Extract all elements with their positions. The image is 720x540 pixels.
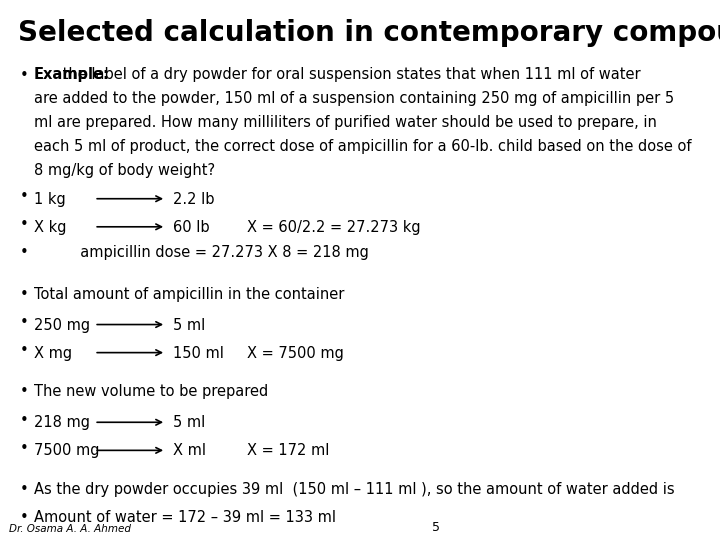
Text: As the dry powder occupies 39 ml  (150 ml – 111 ml ), so the amount of water add: As the dry powder occupies 39 ml (150 ml… bbox=[34, 482, 675, 497]
Text: The new volume to be prepared: The new volume to be prepared bbox=[34, 384, 268, 400]
Text: 8 mg/kg of body weight?: 8 mg/kg of body weight? bbox=[34, 163, 215, 178]
Text: 60 lb: 60 lb bbox=[173, 220, 210, 235]
Text: 5 ml: 5 ml bbox=[173, 415, 205, 430]
Text: Selected calculation in contemporary compounding: Selected calculation in contemporary com… bbox=[18, 19, 720, 47]
Text: X = 172 ml: X = 172 ml bbox=[247, 443, 329, 458]
Text: the label of a dry powder for oral suspension states that when 111 ml of water: the label of a dry powder for oral suspe… bbox=[58, 68, 641, 83]
Text: •: • bbox=[20, 482, 29, 497]
Text: •: • bbox=[20, 441, 29, 456]
Text: •: • bbox=[20, 510, 29, 525]
Text: X ml: X ml bbox=[173, 443, 206, 458]
Text: Total amount of ampicillin in the container: Total amount of ampicillin in the contai… bbox=[34, 287, 344, 302]
Text: each 5 ml of product, the correct dose of ampicillin for a 60-lb. child based on: each 5 ml of product, the correct dose o… bbox=[34, 139, 691, 154]
Text: ampicillin dose = 27.273 X 8 = 218 mg: ampicillin dose = 27.273 X 8 = 218 mg bbox=[34, 245, 369, 260]
Text: X = 7500 mg: X = 7500 mg bbox=[247, 346, 343, 361]
Text: •: • bbox=[20, 343, 29, 358]
Text: •: • bbox=[20, 413, 29, 428]
Text: Example:: Example: bbox=[34, 68, 109, 83]
Text: •: • bbox=[20, 217, 29, 232]
Text: 150 ml: 150 ml bbox=[173, 346, 224, 361]
Text: 218 mg: 218 mg bbox=[34, 415, 90, 430]
Text: 5: 5 bbox=[432, 521, 440, 534]
Text: 250 mg: 250 mg bbox=[34, 318, 90, 333]
Text: 1 kg: 1 kg bbox=[34, 192, 66, 207]
Text: ml are prepared. How many milliliters of purified water should be used to prepar: ml are prepared. How many milliliters of… bbox=[34, 115, 657, 130]
Text: •: • bbox=[20, 245, 29, 260]
Text: 7500 mg: 7500 mg bbox=[34, 443, 99, 458]
Text: X kg: X kg bbox=[34, 220, 66, 235]
Text: are added to the powder, 150 ml of a suspension containing 250 mg of ampicillin : are added to the powder, 150 ml of a sus… bbox=[34, 91, 674, 106]
Text: 5 ml: 5 ml bbox=[173, 318, 205, 333]
Text: •: • bbox=[20, 384, 29, 400]
Text: 2.2 lb: 2.2 lb bbox=[173, 192, 215, 207]
Text: Dr. Osama A. A. Ahmed: Dr. Osama A. A. Ahmed bbox=[9, 523, 131, 534]
Text: Amount of water = 172 – 39 ml = 133 ml: Amount of water = 172 – 39 ml = 133 ml bbox=[34, 510, 336, 525]
Text: •: • bbox=[20, 68, 29, 83]
Text: •: • bbox=[20, 287, 29, 302]
Text: X = 60/2.2 = 27.273 kg: X = 60/2.2 = 27.273 kg bbox=[247, 220, 420, 235]
Text: •: • bbox=[20, 189, 29, 204]
Text: X mg: X mg bbox=[34, 346, 72, 361]
Text: •: • bbox=[20, 315, 29, 330]
